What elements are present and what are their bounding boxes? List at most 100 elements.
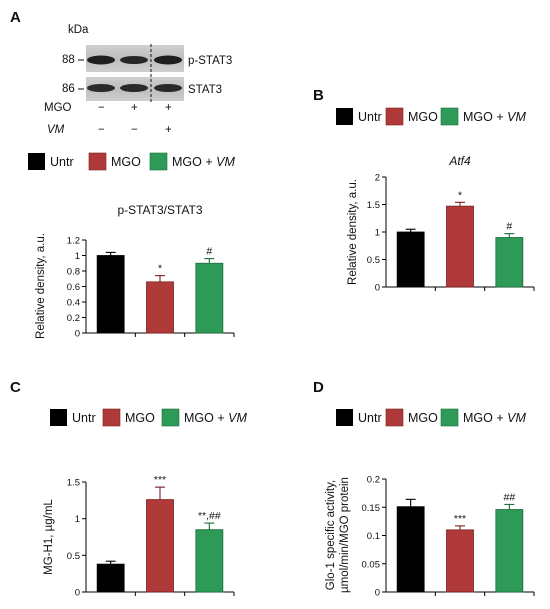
legend-swatch-mgo-vm <box>440 107 459 126</box>
legend-label-untr: Untr <box>50 155 74 169</box>
legend-label-mgo-vm: MGO + VM <box>184 411 247 425</box>
legend-label-mgo: MGO <box>408 110 438 124</box>
sign-vm-mgovm: + <box>165 124 172 136</box>
bar-mgo <box>446 529 474 593</box>
chart-pstat3: 0 0.2 0.4 0.6 0.8 1 1.2 * # p-STAT3/STAT3 Relative… <box>35 203 235 340</box>
y-tick-label: 0.1 <box>367 531 380 542</box>
y-tick-label: 0.2 <box>367 475 380 486</box>
y-axis-label: Relative density, a.u. <box>35 233 47 339</box>
significance-label: *** <box>154 474 166 486</box>
legend-label-mgo-vm: MGO + VM <box>463 411 526 425</box>
legend-label-mgo: MGO <box>111 155 141 169</box>
y-tick-label: 1 <box>75 514 80 525</box>
significance-label: # <box>506 221 512 233</box>
y-tick-label: 1.5 <box>67 478 80 489</box>
y-tick-label: 0 <box>75 329 80 340</box>
significance-label: ## <box>503 491 515 503</box>
legend-label-mgo: MGO <box>125 411 155 425</box>
significance-label: * <box>458 189 462 201</box>
panel-letter-b: B <box>313 87 324 104</box>
bar-untr <box>96 255 125 334</box>
sign-mgo-mgovm: + <box>165 102 172 114</box>
marker-88: 88 <box>62 54 75 66</box>
legend-swatch-mgo <box>88 152 107 171</box>
y-tick-label: 0.2 <box>67 313 80 324</box>
legend-label-mgo-vm: MGO + VM <box>172 155 235 169</box>
legend-a: Untr MGO MGO + VM <box>28 152 235 171</box>
legend-b: Untr MGO MGO + VM <box>336 107 526 126</box>
legend-swatch-mgo <box>385 107 404 126</box>
legend-swatch-untr <box>336 108 353 125</box>
significance-label: # <box>206 246 212 258</box>
y-tick-label: 0.4 <box>67 298 80 309</box>
chart-title: p-STAT3/STAT3 <box>117 203 202 217</box>
legend-label-mgo: MGO <box>408 411 438 425</box>
legend-swatch-untr <box>28 153 45 170</box>
legend-label-untr: Untr <box>358 110 382 124</box>
sign-vm-mgo: − <box>131 124 138 136</box>
stat3-band-mgo-vm <box>154 84 182 92</box>
pstat3-band-mgo-vm <box>154 55 182 65</box>
panel-letter-d: D <box>313 379 324 396</box>
bar-mgo <box>146 281 174 334</box>
y-tick-label: 1 <box>375 228 380 239</box>
y-tick-label: 0.05 <box>362 559 381 570</box>
bar-untr <box>396 506 425 593</box>
y-tick-label: 2 <box>375 173 380 184</box>
y-axis-label: MG-H1, µg/mL <box>43 499 55 575</box>
bar-mgo-vm <box>195 262 224 334</box>
western-blot: kDa 88 86 p-STAT3 STAT3 MGO VM − + + − −… <box>44 24 232 136</box>
legend-label-untr: Untr <box>358 411 382 425</box>
legend-swatch-mgo <box>102 408 121 427</box>
panel-letter-a: A <box>10 9 21 26</box>
bar-mgo-vm <box>495 237 524 288</box>
y-tick-label: 1 <box>75 251 80 262</box>
y-axis-label: Relative density, a.u. <box>347 179 359 285</box>
bar-untr <box>396 231 425 288</box>
legend-d: Untr MGO MGO + VM <box>336 408 526 427</box>
sign-mgo-mgo: + <box>131 102 138 114</box>
pstat3-band-untr <box>87 55 115 65</box>
legend-swatch-mgo-vm <box>149 152 168 171</box>
legend-swatch-mgo <box>385 408 404 427</box>
sign-mgo-untr: − <box>98 102 105 114</box>
y-tick-label: 0.8 <box>67 267 80 278</box>
chart-glo1-activity: 0 0.05 0.1 0.15 0.2 *** ## Glo-1 specific activ… <box>325 475 535 599</box>
stat3-band-mgo <box>120 84 148 92</box>
y-tick-label: 0 <box>75 588 80 599</box>
y-tick-label: 0.15 <box>362 503 381 514</box>
y-tick-label: 0.6 <box>67 282 80 293</box>
legend-label-untr: Untr <box>72 411 96 425</box>
kda-label: kDa <box>68 24 89 36</box>
bar-mgo-vm <box>195 529 224 593</box>
bar-mgo <box>446 205 474 288</box>
band-label-pstat3: p-STAT3 <box>188 55 232 67</box>
bar-mgo <box>146 499 174 593</box>
significance-label: *** <box>454 513 466 525</box>
y-tick-label: 0 <box>375 283 380 294</box>
pstat3-band-mgo <box>120 56 148 64</box>
row-label-vm: VM <box>47 124 65 136</box>
band-label-stat3: STAT3 <box>188 84 222 96</box>
legend-label-mgo-vm: MGO + VM <box>463 110 526 124</box>
legend-swatch-mgo-vm <box>161 408 180 427</box>
chart-title: Atf4 <box>448 154 471 168</box>
y-axis-label-line-2: µmol/min/MGO protein <box>339 477 351 593</box>
legend-swatch-untr <box>50 409 67 426</box>
sign-vm-untr: − <box>98 124 105 136</box>
stat3-band-untr <box>87 84 115 92</box>
legend-c: Untr MGO MGO + VM <box>50 408 247 427</box>
chart-atf4: 0 0.5 1 1.5 2 * # Atf4 Relative density, a.u. <box>347 154 535 294</box>
y-axis-label: Glo-1 specific activity, <box>325 480 337 590</box>
significance-label: * <box>158 263 162 275</box>
row-label-mgo: MGO <box>44 102 72 114</box>
y-tick-label: 1.5 <box>367 200 380 211</box>
y-tick-label: 0.5 <box>367 255 380 266</box>
legend-swatch-mgo-vm <box>440 408 459 427</box>
y-tick-label: 0 <box>375 588 380 599</box>
significance-label: **,## <box>198 510 221 522</box>
chart-mg-h1: 0 0.5 1 1.5 *** **,## MG-H1, µg/mL <box>43 474 235 599</box>
y-tick-label: 0.5 <box>67 551 80 562</box>
y-tick-label: 1.2 <box>67 236 80 247</box>
